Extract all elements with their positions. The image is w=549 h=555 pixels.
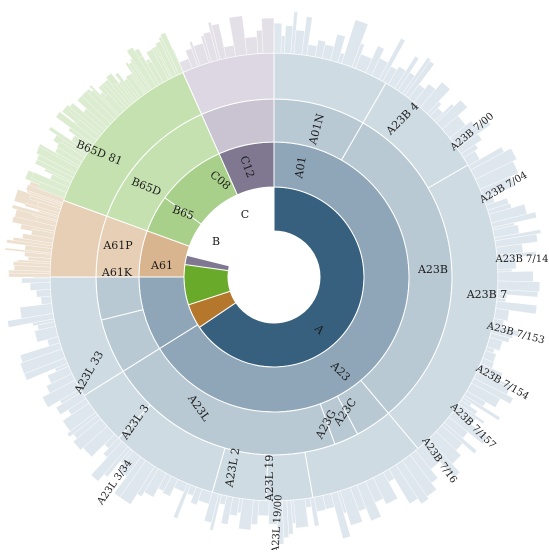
label-a23b: A23B [417,263,448,276]
label-a61p: A61P [102,239,133,252]
leaf-slice[interactable] [41,296,52,305]
leaf-slice[interactable] [22,278,50,283]
leaf-slice[interactable] [498,271,533,281]
leaf-slice[interactable] [261,18,274,53]
leaf-slice[interactable] [274,23,282,53]
label-a61: A61 [150,259,173,272]
leaf-slice[interactable] [258,500,269,515]
leaf-slice[interactable] [36,289,51,297]
label-a23b-7-14: A23B 7/14 [495,254,549,265]
leaf-slice[interactable] [245,37,258,55]
leaf-slice[interactable] [30,283,50,291]
label-b: B [212,235,220,248]
label-c: C [241,208,249,221]
label-a61k: A61K [101,266,133,279]
label-a23b-7: A23B 7 [466,288,508,301]
